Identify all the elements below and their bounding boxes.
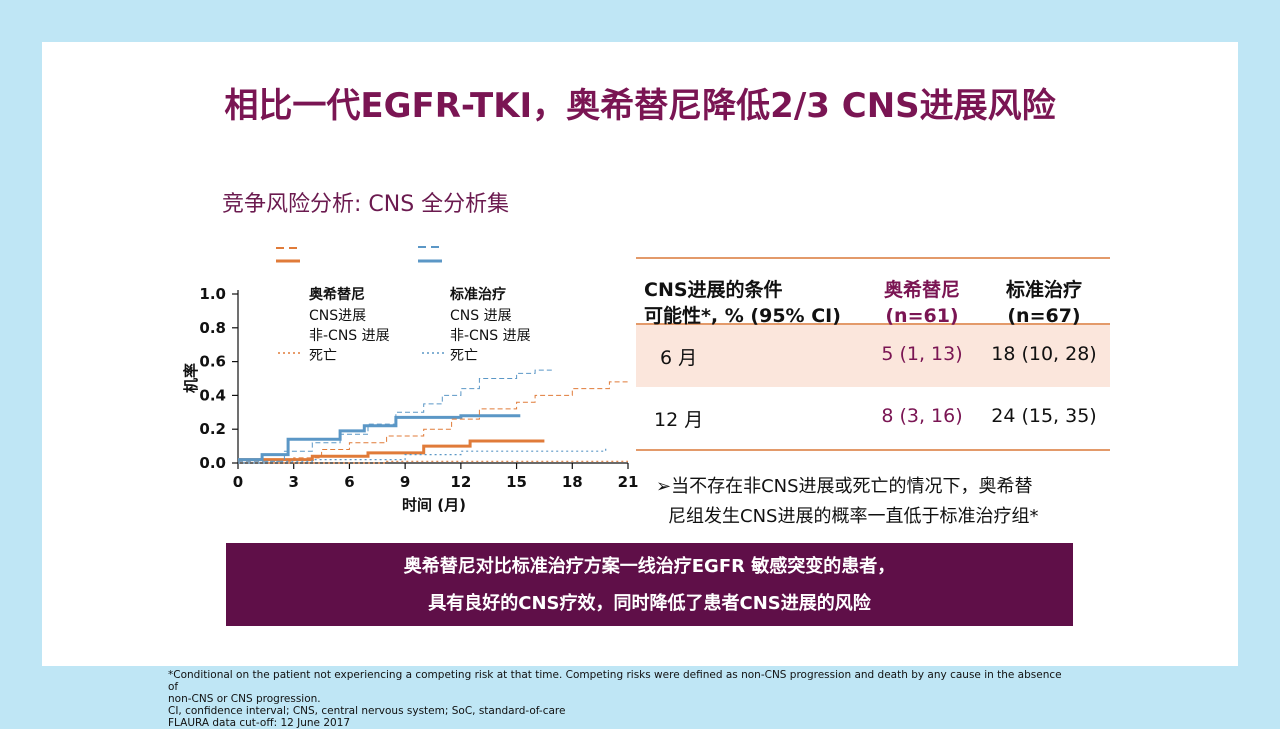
series-line-0 [238,439,545,462]
row-timepoint: 6 月 [660,347,698,369]
row-soc-value: 24 (15, 35) [991,405,1097,427]
y-tick-label: 1.0 [199,285,226,303]
series-line-4 [238,460,628,464]
row-osimertinib-value: 8 (3, 16) [881,405,963,427]
x-tick-label: 0 [233,473,243,491]
chart-axes: 0.0 0.2 0.4 0.6 0.8 1.0 0 3 6 9 12 15 18 21 [199,285,638,491]
row-osimertinib-value: 5 (1, 13) [881,343,963,365]
key-finding-bullet: ➢当不存在非CNS进展或死亡的情况下，奥希替 尼组发生CNS进展的概率一直低于标… [656,472,1076,532]
table-row: 6 月 5 (1, 13) 18 (10, 28) [636,325,1110,387]
y-tick-label: 0.2 [199,420,226,438]
legend-soc-death: 死亡 [450,348,478,364]
banner-line1: 奥希替尼对比标准治疗方案一线治疗EGFR 敏感突变的患者， [403,556,896,577]
legend-osi-cns: CNS进展 [309,308,366,324]
x-tick-label: 12 [450,473,471,491]
header-soc-line2: (n=67) [1007,305,1081,327]
chart-series [238,369,628,464]
x-tick-label: 6 [344,473,354,491]
chart-subtitle: 竞争风险分析: CNS 全分析集 [222,192,510,217]
bullet-line1: 当不存在非CNS进展或死亡的情况下，奥希替 [671,476,1033,497]
header-osi-line2: (n=61) [885,305,959,327]
footnotes: *Conditional on the patient not experien… [168,669,1068,729]
y-tick-label: 0.4 [199,386,226,404]
footnote-line: CI, confidence interval; CNS, central ne… [168,705,566,717]
table-header-osimertinib: 奥希替尼 (n=61) [862,277,982,329]
arrow-bullet-icon: ➢ [656,476,672,497]
conclusion-banner: 奥希替尼对比标准治疗方案一线治疗EGFR 敏感突变的患者， 具有良好的CNS疗效… [226,543,1073,626]
x-tick-label: 18 [562,473,583,491]
legend-osi-death: 死亡 [309,348,337,364]
table-header-metric: CNS进展的条件 可能性*, % (95% CI) [644,277,841,329]
legend-osi-noncns: 非-CNS 进展 [309,328,390,344]
table-header-rule [636,323,1110,325]
row-timepoint: 12 月 [654,409,704,431]
banner-line2: 具有良好的CNS疗效，同时降低了患者CNS进展的风险 [428,593,871,614]
series-line-5 [238,446,607,464]
footnote-line: non-CNS or CNS progression. [168,693,321,705]
legend-symbols [276,246,446,354]
row-soc-value: 18 (10, 28) [991,343,1097,365]
table-row: 12 月 8 (3, 16) 24 (15, 35) [636,387,1110,449]
header-soc-line1: 标准治疗 [1005,279,1082,301]
y-tick-label: 0.6 [199,353,226,371]
y-tick-label: 0.8 [199,319,226,337]
footnote-line: *Conditional on the patient not experien… [168,669,1062,693]
x-tick-label: 3 [288,473,298,491]
legend-soc-cns: CNS 进展 [450,308,512,324]
header-osi-line1: 奥希替尼 [883,279,960,301]
table-header-row: CNS进展的条件 可能性*, % (95% CI) 奥希替尼 (n=61) 标准… [636,259,1110,327]
header-metric-line1: CNS进展的条件 [644,279,783,301]
table-top-rule [636,257,1110,259]
page-title: 相比一代EGFR-TKI，奥希替尼降低2/3 CNS进展风险 [224,86,1056,126]
footnote-line: FLAURA data cut-off: 12 June 2017 [168,717,351,729]
y-tick-label: 0.0 [199,454,226,472]
series-line-3 [238,369,554,462]
table-bottom-rule [636,449,1110,451]
header-metric-line2: 可能性*, % (95% CI) [644,305,841,327]
x-tick-label: 9 [400,473,410,491]
probability-table: CNS进展的条件 可能性*, % (95% CI) 奥希替尼 (n=61) 标准… [636,257,1110,451]
series-line-2 [238,381,628,462]
legend-soc-noncns: 非-CNS 进展 [450,328,531,344]
table-header-soc: 标准治疗 (n=67) [984,277,1104,329]
legend-soc-head: 标准治疗 [449,286,506,303]
x-tick-label: 21 [618,473,639,491]
bullet-line2: 尼组发生CNS进展的概率一直低于标准治疗组* [668,506,1039,527]
legend-osi-head: 奥希替尼 [309,286,365,303]
x-axis-label: 时间 (月) [402,496,466,514]
y-axis-label: 机率 [182,363,200,393]
x-tick-label: 15 [506,473,527,491]
series-line-1 [238,414,521,462]
